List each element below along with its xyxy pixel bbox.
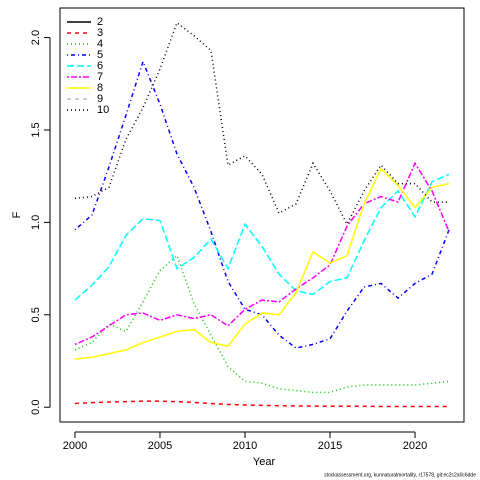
x-axis-label: Year [253,456,276,468]
plot-box [59,7,465,423]
y-tick-label: 0.5 [30,307,42,322]
x-tick-label: 2010 [233,440,257,452]
legend-label: 5 [97,49,103,61]
series-line [74,161,450,346]
x-tick-label: 2020 [403,440,427,452]
legend-label: 4 [97,38,103,50]
series-line [74,167,450,360]
x-tick-label: 2015 [318,440,342,452]
series-line [74,21,450,226]
series-line [74,173,450,301]
legend-label: 8 [97,82,103,94]
y-axis-label: F [11,211,23,218]
legend-label: 10 [97,104,109,116]
y-tick-label: 1.5 [30,122,42,137]
series-line [74,254,450,394]
series-line [74,400,450,408]
x-tick-label: 2005 [148,440,172,452]
legend-label: 7 [97,71,103,83]
legend-label: 2 [97,16,103,28]
legend-label: 9 [97,93,103,105]
footer: stockassessment.org, kunnaturalmortality… [324,472,476,478]
y-tick-label: 0.0 [30,400,42,415]
y-tick-label: 2.0 [30,30,42,45]
series-line [74,59,450,349]
legend-label: 3 [97,27,103,39]
legend-label: 6 [97,60,103,72]
x-tick-label: 2000 [63,440,87,452]
y-tick-label: 1.0 [30,215,42,230]
